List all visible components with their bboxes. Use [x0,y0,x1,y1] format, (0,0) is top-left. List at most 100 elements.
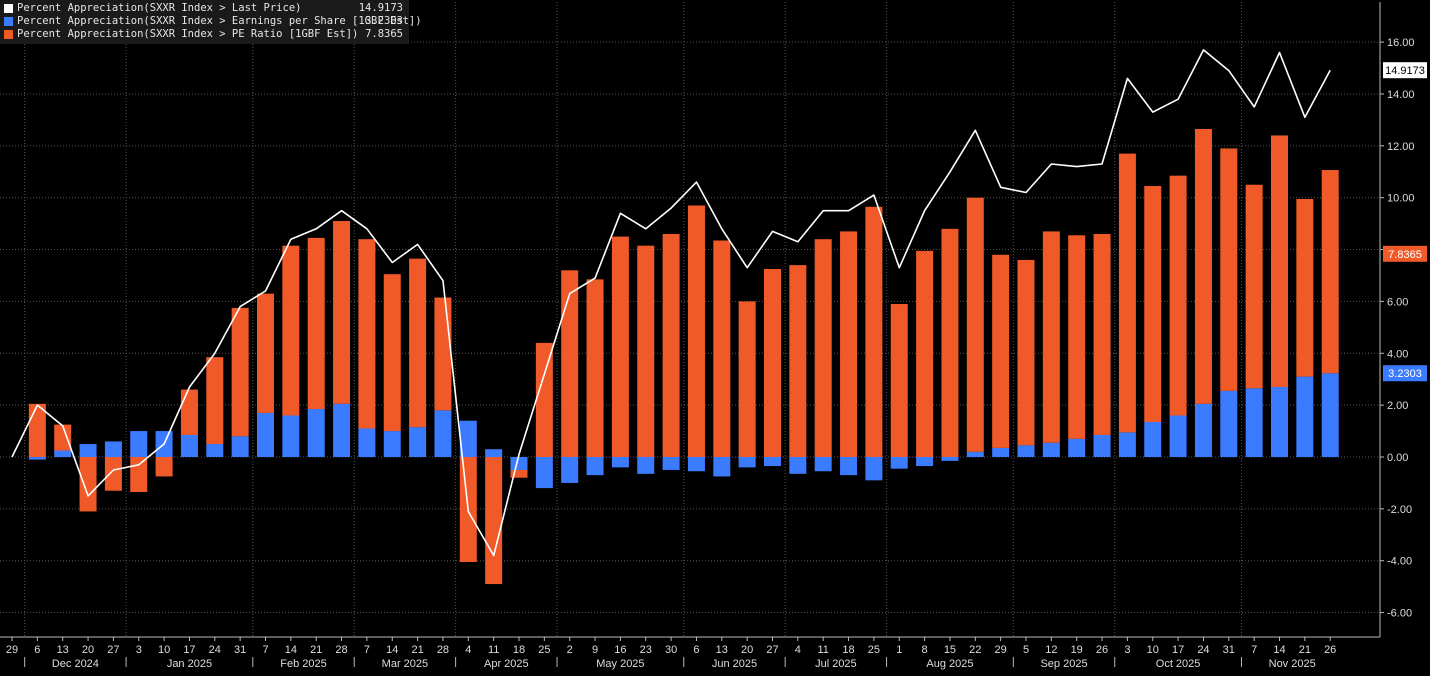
x-tick-label: 6 [693,644,699,656]
x-tick-label: 10 [158,644,170,656]
bar-pe-ratio [54,424,72,451]
bar-pe-ratio [1068,235,1086,439]
bar-pe-ratio [383,274,401,432]
bar-pe-ratio [1271,135,1288,387]
bar-eps [1118,432,1136,457]
x-tick-label: 21 [411,644,423,656]
y-tick-label: 14.00 [1387,89,1415,101]
x-tick-label: 19 [1071,644,1083,656]
x-tick-label: 5 [1023,644,1029,656]
month-label: Oct 2025 [1156,658,1201,670]
x-tick-label: 18 [842,644,854,656]
month-label: Jul 2025 [815,658,857,670]
bar-eps [1042,442,1060,457]
bar-eps [510,457,528,470]
bar-eps [282,415,300,457]
x-tick-label: 11 [488,644,499,656]
bar-pe-ratio [1321,170,1339,374]
legend-item-pe-ratio: Percent Appreciation(SXXR Index > PE Rat… [4,28,403,41]
legend-item-eps: Percent Appreciation(SXXR Index > Earnin… [4,15,422,28]
x-tick-label: 26 [1096,644,1108,656]
x-tick-label: 14 [1273,644,1285,656]
bar-pe-ratio [28,403,46,457]
y-tick-label: 2.00 [1387,400,1408,412]
x-tick-label: 18 [513,644,525,656]
bar-pe-ratio [1118,153,1136,433]
bar-pe-ratio [231,307,249,437]
bar-eps [789,457,807,474]
y-tick-label: -2.00 [1387,504,1412,516]
bar-eps [535,457,553,489]
x-tick-label: 10 [1147,644,1159,656]
month-label: Mar 2025 [382,658,428,670]
bar-eps [687,457,705,472]
y-tick-label: 12.00 [1387,141,1415,153]
tag-last-price-bg [1383,62,1427,79]
x-tick-label: 4 [795,644,801,656]
legend-label: Percent Appreciation(SXXR Index > Earnin… [17,15,422,27]
month-label: May 2025 [596,658,644,670]
x-tick-label: 24 [1197,644,1209,656]
bar-pe-ratio [104,457,122,491]
legend-value: 3.2303 [365,15,403,27]
bar-pe-ratio [966,197,984,452]
month-label: Jan 2025 [167,658,212,670]
bar-pe-ratio [282,245,300,416]
bar-eps [1296,376,1314,457]
bar-pe-ratio [890,304,908,457]
bar-pe-ratio [916,250,934,457]
bar-eps [1220,390,1238,457]
tag-pe-ratio-bg [1383,245,1427,262]
bar-eps [1245,388,1263,457]
x-tick-label: 22 [969,644,981,656]
bar-eps [130,431,148,457]
bar-eps [409,427,427,457]
x-tick-label: 13 [716,644,728,656]
bar-eps [104,441,122,457]
bar-eps [434,410,452,457]
bar-eps [1017,445,1035,457]
month-label: Feb 2025 [280,658,326,670]
bar-pe-ratio [687,205,705,457]
bar-pe-ratio [130,457,148,493]
x-tick-label: 17 [183,644,195,656]
bar-pe-ratio [814,239,832,457]
bar-pe-ratio [79,457,97,512]
bar-pe-ratio [611,236,629,457]
bar-pe-ratio [713,240,731,457]
x-tick-label: 9 [592,644,598,656]
bar-eps [814,457,832,472]
x-tick-label: 16 [614,644,626,656]
bar-eps [307,409,325,457]
bar-eps [561,457,579,483]
x-tick-label: 11 [817,644,828,656]
bar-eps [1321,373,1339,457]
bar-pe-ratio [1042,231,1060,443]
x-tick-label: 14 [285,644,297,656]
bar-pe-ratio [764,269,781,457]
x-tick-label: 3 [1124,644,1130,656]
legend-value: 14.9173 [358,2,403,14]
bar-pe-ratio [257,293,274,413]
bar-eps [890,457,908,469]
x-tick-label: 24 [209,644,221,656]
bar-eps [1093,434,1111,457]
y-tick-label: 0.00 [1387,452,1408,464]
x-tick-label: 7 [262,644,268,656]
tag-eps-bg [1383,365,1427,382]
bar-eps [459,420,477,457]
bar-eps [28,457,46,460]
x-tick-label: 27 [107,644,119,656]
bar-eps [586,457,604,476]
x-tick-label: 23 [640,644,652,656]
bar-pe-ratio [865,206,883,457]
bar-eps [713,457,731,477]
bar-eps [865,457,883,481]
legend-value: 7.8365 [365,28,403,40]
x-tick-label: 27 [766,644,778,656]
bar-eps [966,451,984,457]
x-tick-label: 2 [567,644,573,656]
x-tick-label: 17 [1172,644,1184,656]
bar-pe-ratio [637,245,655,457]
